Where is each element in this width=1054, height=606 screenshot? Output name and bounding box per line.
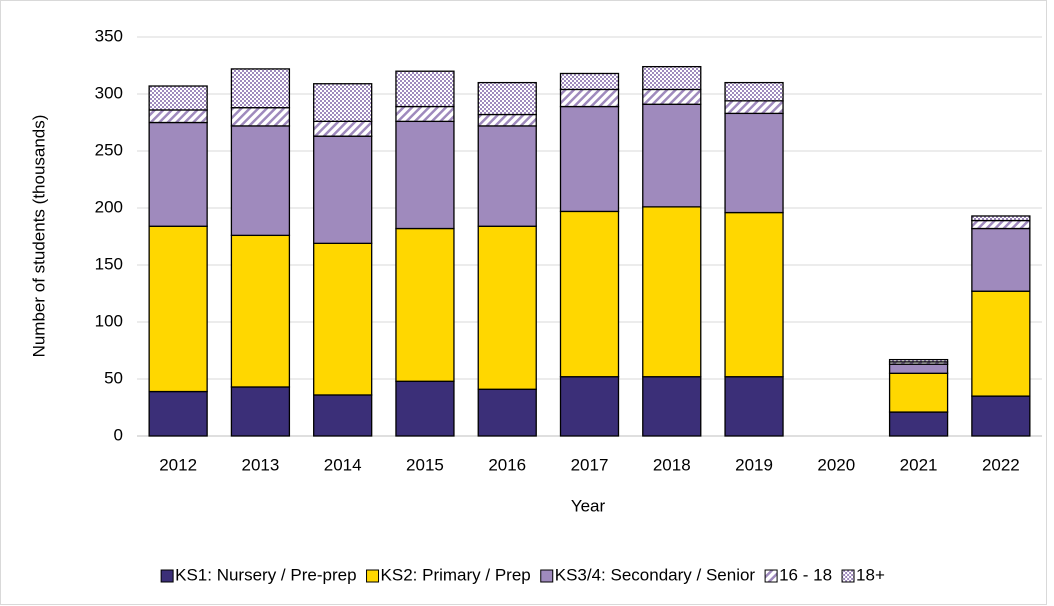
bar-segment xyxy=(477,81,537,116)
bar-segment xyxy=(559,105,620,213)
bar-segment xyxy=(559,72,620,91)
bar-segment xyxy=(148,109,208,124)
legend-swatch xyxy=(764,569,778,583)
bar-segment xyxy=(230,234,291,388)
bar-segment xyxy=(888,372,949,413)
legend-swatch xyxy=(540,569,554,583)
bar-segment xyxy=(642,65,702,91)
legend-label: KS2: Primary / Prep xyxy=(381,565,531,584)
bar-segment xyxy=(148,390,208,437)
legend-label: 16 - 18 xyxy=(779,565,832,584)
bar-segment xyxy=(888,411,949,437)
bar-segment xyxy=(559,376,620,437)
bar-segment xyxy=(148,121,208,227)
bar-segment xyxy=(313,242,373,396)
bar-segment xyxy=(395,227,455,382)
bar-segment xyxy=(395,120,455,230)
x-axis-title: Year xyxy=(571,496,606,515)
bar-segment xyxy=(477,125,537,227)
bar-segment xyxy=(148,85,208,111)
bar-segment xyxy=(642,88,702,105)
y-tick-label: 100 xyxy=(95,311,123,330)
x-tick-label: 2018 xyxy=(653,455,691,474)
y-tick-label: 0 xyxy=(114,425,123,444)
x-tick-label: 2019 xyxy=(735,455,773,474)
bar-segment xyxy=(888,358,949,363)
bar-segment xyxy=(724,376,784,437)
x-tick-label: 2014 xyxy=(324,455,362,474)
bar-segment xyxy=(395,70,455,108)
x-tick-label: 2013 xyxy=(241,455,279,474)
bar-segment xyxy=(148,225,208,393)
legend: KS1: Nursery / Pre-prep KS2: Primary / Pr… xyxy=(160,565,885,584)
legend-label: KS3/4: Secondary / Senior xyxy=(555,565,756,584)
bar-segment xyxy=(724,81,784,102)
y-tick-label: 50 xyxy=(104,368,123,387)
bar-segment xyxy=(230,68,291,109)
y-tick-label: 200 xyxy=(95,197,123,216)
bar-segment xyxy=(971,290,1031,397)
x-tick-label: 2016 xyxy=(488,455,526,474)
bar-segment xyxy=(559,210,620,378)
bar-segment xyxy=(313,135,373,244)
bar-segment xyxy=(477,388,537,437)
legend-swatch xyxy=(366,569,380,583)
legend-swatch xyxy=(841,569,855,583)
legend-swatch xyxy=(160,569,174,583)
bar-segment xyxy=(888,363,949,374)
legend-label: 18+ xyxy=(856,565,885,584)
x-tick-label: 2015 xyxy=(406,455,444,474)
bar-segment xyxy=(230,386,291,437)
bar-segment xyxy=(642,103,702,208)
x-tick-label: 2020 xyxy=(817,455,855,474)
y-tick-label: 250 xyxy=(95,140,123,159)
bar-segment xyxy=(724,100,784,115)
bar-segment xyxy=(313,120,373,137)
bar-segment xyxy=(724,112,784,214)
bar-segment xyxy=(642,206,702,378)
bar-segment xyxy=(559,88,620,108)
bar-segment xyxy=(971,227,1031,292)
bar-segment xyxy=(395,380,455,437)
bar-segment xyxy=(971,219,1031,230)
y-tick-label: 150 xyxy=(95,254,123,273)
bar-segment xyxy=(971,395,1031,437)
bar-segment xyxy=(724,211,784,378)
x-tick-label: 2017 xyxy=(571,455,609,474)
x-tick-label: 2021 xyxy=(900,455,938,474)
y-axis-title: Number of students (thousands) xyxy=(29,115,48,358)
bar-segment xyxy=(477,225,537,390)
y-tick-label: 350 xyxy=(95,26,123,45)
x-tick-label: 2012 xyxy=(159,455,197,474)
bar-segment xyxy=(395,105,455,123)
bar-segment xyxy=(477,113,537,127)
bar-segment xyxy=(230,107,291,127)
bar-segment xyxy=(230,125,291,237)
bar-segment xyxy=(642,376,702,437)
bar-segment xyxy=(313,83,373,123)
y-tick-label: 300 xyxy=(95,83,123,102)
legend-label: KS1: Nursery / Pre-prep xyxy=(175,565,356,584)
bar-segment xyxy=(971,215,1031,222)
bar-segment xyxy=(313,394,373,437)
x-tick-label: 2022 xyxy=(982,455,1020,474)
